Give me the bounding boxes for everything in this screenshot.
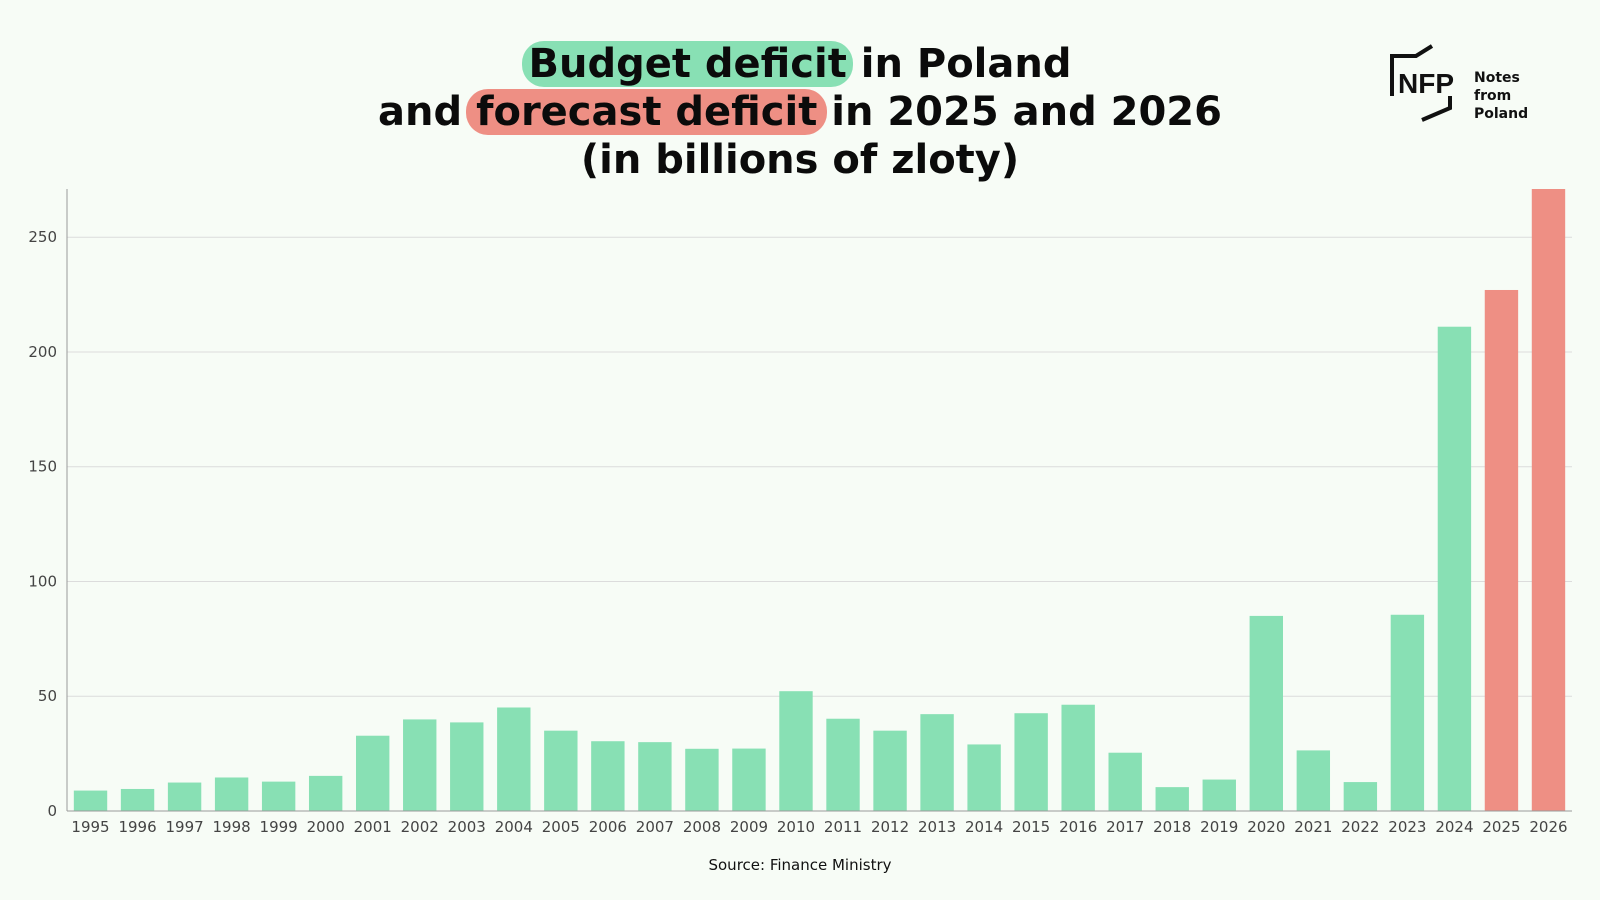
x-tick-label: 2020 bbox=[1247, 818, 1285, 836]
bar-actual bbox=[826, 718, 860, 811]
x-tick-label: 2017 bbox=[1106, 818, 1144, 836]
title-line-1: Budget deficit in Poland bbox=[0, 40, 1600, 88]
x-tick-label: 2007 bbox=[636, 818, 674, 836]
y-tick-label: 100 bbox=[28, 572, 57, 590]
y-tick-label: 0 bbox=[47, 802, 57, 820]
x-tick-label: 2006 bbox=[589, 818, 627, 836]
x-tick-label: 2009 bbox=[730, 818, 768, 836]
bar-actual bbox=[1390, 614, 1425, 811]
x-tick-label: 2002 bbox=[401, 818, 439, 836]
bar-actual bbox=[779, 691, 813, 811]
x-tick-label: 2001 bbox=[354, 818, 392, 836]
bar-actual bbox=[1343, 782, 1378, 811]
logo-line-1: Notes from bbox=[1474, 70, 1520, 104]
x-tick-label: 1999 bbox=[260, 818, 298, 836]
x-tick-label: 2022 bbox=[1341, 818, 1379, 836]
x-tick-label: 2013 bbox=[918, 818, 956, 836]
x-tick-label: 2019 bbox=[1200, 818, 1238, 836]
bar-actual bbox=[1202, 779, 1236, 811]
x-tick-label: 2018 bbox=[1153, 818, 1191, 836]
bar-actual bbox=[920, 714, 954, 811]
x-tick-label: 2000 bbox=[307, 818, 345, 836]
bar-forecast bbox=[1531, 189, 1566, 811]
x-tick-label: 2015 bbox=[1012, 818, 1050, 836]
bar-actual bbox=[591, 741, 625, 811]
nfp-logo-letters: NFP bbox=[1398, 68, 1454, 99]
y-tick-label: 150 bbox=[28, 458, 57, 476]
x-tick-label: 2008 bbox=[683, 818, 721, 836]
x-tick-label: 2012 bbox=[871, 818, 909, 836]
x-tick-label: 2023 bbox=[1388, 818, 1426, 836]
x-tick-label: 2010 bbox=[777, 818, 815, 836]
bar-actual bbox=[685, 748, 719, 811]
x-tick-label: 2016 bbox=[1059, 818, 1097, 836]
y-tick-label: 250 bbox=[28, 228, 57, 246]
bar-actual bbox=[967, 744, 1001, 811]
bar-forecast bbox=[1484, 289, 1519, 812]
y-tick-label: 200 bbox=[28, 343, 57, 361]
bar-actual bbox=[873, 730, 907, 811]
y-tick-label: 50 bbox=[38, 687, 57, 705]
bar-actual bbox=[1061, 704, 1095, 811]
logo-line-2: Poland bbox=[1474, 106, 1529, 122]
title-line-2-start: and bbox=[378, 89, 477, 135]
x-tick-label: 1997 bbox=[165, 818, 203, 836]
bar-actual bbox=[356, 735, 390, 811]
bar-actual bbox=[214, 777, 249, 811]
title-line-3: (in billions of zloty) bbox=[580, 137, 1020, 183]
x-tick-label: 2005 bbox=[542, 818, 580, 836]
bar-actual bbox=[167, 782, 202, 811]
bar-actual bbox=[544, 730, 578, 811]
x-tick-label: 2026 bbox=[1529, 818, 1567, 836]
title-highlight-forecast: forecast deficit bbox=[466, 89, 828, 135]
title-line-1-rest: in Poland bbox=[846, 41, 1072, 87]
bar-actual bbox=[403, 719, 437, 811]
bar-actual bbox=[73, 790, 108, 811]
x-tick-label: 2021 bbox=[1294, 818, 1332, 836]
bar-actual bbox=[1249, 615, 1283, 811]
title-highlight-actual: Budget deficit bbox=[522, 41, 853, 87]
title-line-2-rest: in 2025 and 2026 bbox=[817, 89, 1222, 135]
bar-actual bbox=[1014, 713, 1048, 811]
bar-actual bbox=[261, 781, 296, 811]
x-tick-label: 2014 bbox=[965, 818, 1003, 836]
nfp-logo[interactable]: NFP Notes from Poland bbox=[1388, 44, 1558, 124]
bar-actual bbox=[1296, 750, 1331, 811]
bar-actual bbox=[732, 748, 766, 811]
x-tick-label: 2003 bbox=[448, 818, 486, 836]
bar-actual bbox=[638, 742, 672, 811]
bar-actual bbox=[120, 788, 155, 811]
bar-actual bbox=[308, 775, 343, 811]
x-tick-label: 1995 bbox=[71, 818, 109, 836]
source-note: Source: Finance Ministry bbox=[708, 856, 892, 874]
title-line-2: and forecast deficit in 2025 and 2026 bbox=[0, 88, 1600, 136]
x-tick-label: 1998 bbox=[213, 818, 251, 836]
bar-actual bbox=[1155, 787, 1189, 811]
bar-actual bbox=[450, 722, 484, 811]
x-tick-label: 1996 bbox=[118, 818, 156, 836]
x-tick-label: 2004 bbox=[495, 818, 533, 836]
bar-actual bbox=[497, 707, 531, 811]
x-tick-label: 2011 bbox=[824, 818, 862, 836]
chart-title: Budget deficit in Poland and forecast de… bbox=[0, 40, 1600, 184]
bar-actual bbox=[1437, 326, 1472, 811]
nfp-logo-mark-icon: NFP bbox=[1390, 44, 1454, 122]
bar-actual bbox=[1108, 752, 1142, 811]
logo-wordmark: Notes from Poland bbox=[1474, 69, 1558, 123]
x-tick-label: 2024 bbox=[1435, 818, 1473, 836]
x-tick-label: 2025 bbox=[1482, 818, 1520, 836]
